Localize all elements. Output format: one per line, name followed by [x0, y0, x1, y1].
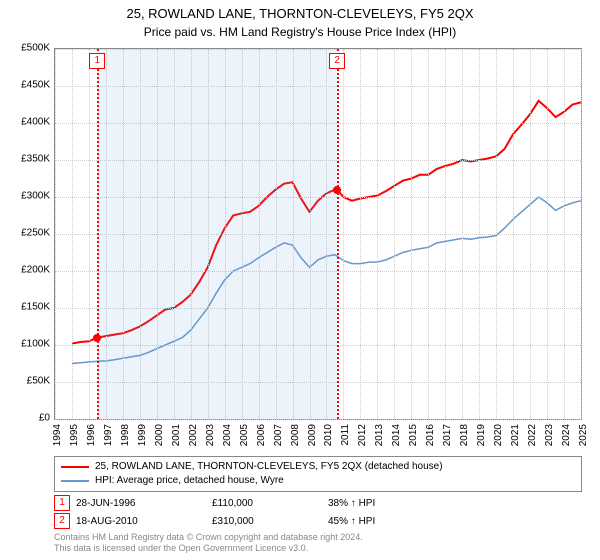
y-axis-label: £300K	[4, 191, 50, 202]
x-axis-label: 2007	[273, 424, 284, 446]
gridline-vertical	[377, 49, 378, 419]
marker-line	[337, 49, 339, 419]
x-axis-label: 2011	[340, 424, 351, 446]
x-axis-label: 1994	[52, 424, 63, 446]
legend-label: 25, ROWLAND LANE, THORNTON-CLEVELEYS, FY…	[95, 460, 443, 474]
marker-box: 2	[329, 53, 345, 69]
transaction-price: £110,000	[212, 498, 322, 509]
x-axis-label: 2017	[442, 424, 453, 446]
y-axis-label: £100K	[4, 339, 50, 350]
transaction-marker-box: 1	[54, 495, 70, 511]
gridline-vertical	[513, 49, 514, 419]
x-axis-label: 2016	[425, 424, 436, 446]
x-axis-label: 2005	[239, 424, 250, 446]
x-axis-label: 2022	[527, 424, 538, 446]
y-axis-label: £150K	[4, 302, 50, 313]
gridline-vertical	[530, 49, 531, 419]
x-axis-label: 2006	[256, 424, 267, 446]
y-axis-label: £200K	[4, 265, 50, 276]
x-axis-label: 1999	[137, 424, 148, 446]
transaction-date: 18-AUG-2010	[76, 516, 206, 527]
y-axis-label: £400K	[4, 117, 50, 128]
gridline-vertical	[89, 49, 90, 419]
chart-title: 25, ROWLAND LANE, THORNTON-CLEVELEYS, FY…	[0, 0, 600, 23]
marker-box: 1	[89, 53, 105, 69]
chart-subtitle: Price paid vs. HM Land Registry's House …	[0, 25, 600, 39]
x-axis-label: 2003	[205, 424, 216, 446]
gridline-vertical	[496, 49, 497, 419]
marker-line	[97, 49, 99, 419]
x-axis-label: 1995	[69, 424, 80, 446]
y-axis-label: £350K	[4, 154, 50, 165]
gridline-vertical	[479, 49, 480, 419]
transaction-pct: 45% ↑ HPI	[328, 516, 438, 527]
x-axis-label: 2014	[391, 424, 402, 446]
transaction-row: 2 18-AUG-2010 £310,000 45% ↑ HPI	[54, 512, 438, 530]
x-axis-label: 1998	[120, 424, 131, 446]
x-axis-label: 2001	[171, 424, 182, 446]
gridline-vertical	[581, 49, 582, 419]
x-axis-label: 2025	[578, 424, 589, 446]
y-axis-label: £250K	[4, 228, 50, 239]
x-axis-label: 2008	[290, 424, 301, 446]
gridline-vertical	[72, 49, 73, 419]
x-axis-label: 2020	[493, 424, 504, 446]
x-axis-label: 2021	[510, 424, 521, 446]
shade-region	[97, 49, 337, 419]
footer-line-1: Contains HM Land Registry data © Crown c…	[54, 532, 363, 543]
gridline-vertical	[411, 49, 412, 419]
transaction-price: £310,000	[212, 516, 322, 527]
legend-swatch	[61, 480, 89, 482]
y-axis-label: £500K	[4, 43, 50, 54]
legend-item: 25, ROWLAND LANE, THORNTON-CLEVELEYS, FY…	[61, 460, 575, 474]
gridline-vertical	[445, 49, 446, 419]
x-axis-label: 2004	[222, 424, 233, 446]
transaction-table: 1 28-JUN-1996 £110,000 38% ↑ HPI 2 18-AUG-201…	[54, 494, 438, 530]
x-axis-label: 2019	[476, 424, 487, 446]
gridline-vertical	[564, 49, 565, 419]
transaction-date: 28-JUN-1996	[76, 498, 206, 509]
gridline-vertical	[360, 49, 361, 419]
x-axis-label: 1996	[86, 424, 97, 446]
legend: 25, ROWLAND LANE, THORNTON-CLEVELEYS, FY…	[54, 456, 582, 492]
transaction-marker-box: 2	[54, 513, 70, 529]
y-axis-label: £50K	[4, 376, 50, 387]
footer-text: Contains HM Land Registry data © Crown c…	[54, 532, 363, 554]
x-axis-label: 2018	[459, 424, 470, 446]
x-axis-label: 1997	[103, 424, 114, 446]
legend-label: HPI: Average price, detached house, Wyre	[95, 474, 284, 488]
gridline-vertical	[55, 49, 56, 419]
transaction-pct: 38% ↑ HPI	[328, 498, 438, 509]
legend-item: HPI: Average price, detached house, Wyre	[61, 474, 575, 488]
legend-swatch	[61, 466, 89, 468]
x-axis-label: 2010	[323, 424, 334, 446]
footer-line-2: This data is licensed under the Open Gov…	[54, 543, 363, 554]
x-axis-label: 2013	[374, 424, 385, 446]
x-axis-label: 2009	[307, 424, 318, 446]
gridline-vertical	[462, 49, 463, 419]
marker-point	[93, 334, 101, 342]
x-axis-label: 2000	[154, 424, 165, 446]
gridline-horizontal	[55, 419, 581, 420]
gridline-vertical	[394, 49, 395, 419]
x-axis-label: 2024	[561, 424, 572, 446]
x-axis-label: 2023	[544, 424, 555, 446]
y-axis-label: £0	[4, 413, 50, 424]
plot-area: 12	[54, 48, 582, 420]
chart-container: 25, ROWLAND LANE, THORNTON-CLEVELEYS, FY…	[0, 0, 600, 560]
x-axis-label: 2002	[188, 424, 199, 446]
transaction-row: 1 28-JUN-1996 £110,000 38% ↑ HPI	[54, 494, 438, 512]
x-axis-label: 2015	[408, 424, 419, 446]
gridline-vertical	[343, 49, 344, 419]
x-axis-label: 2012	[357, 424, 368, 446]
gridline-vertical	[547, 49, 548, 419]
marker-point	[333, 186, 341, 194]
gridline-vertical	[428, 49, 429, 419]
y-axis-label: £450K	[4, 80, 50, 91]
